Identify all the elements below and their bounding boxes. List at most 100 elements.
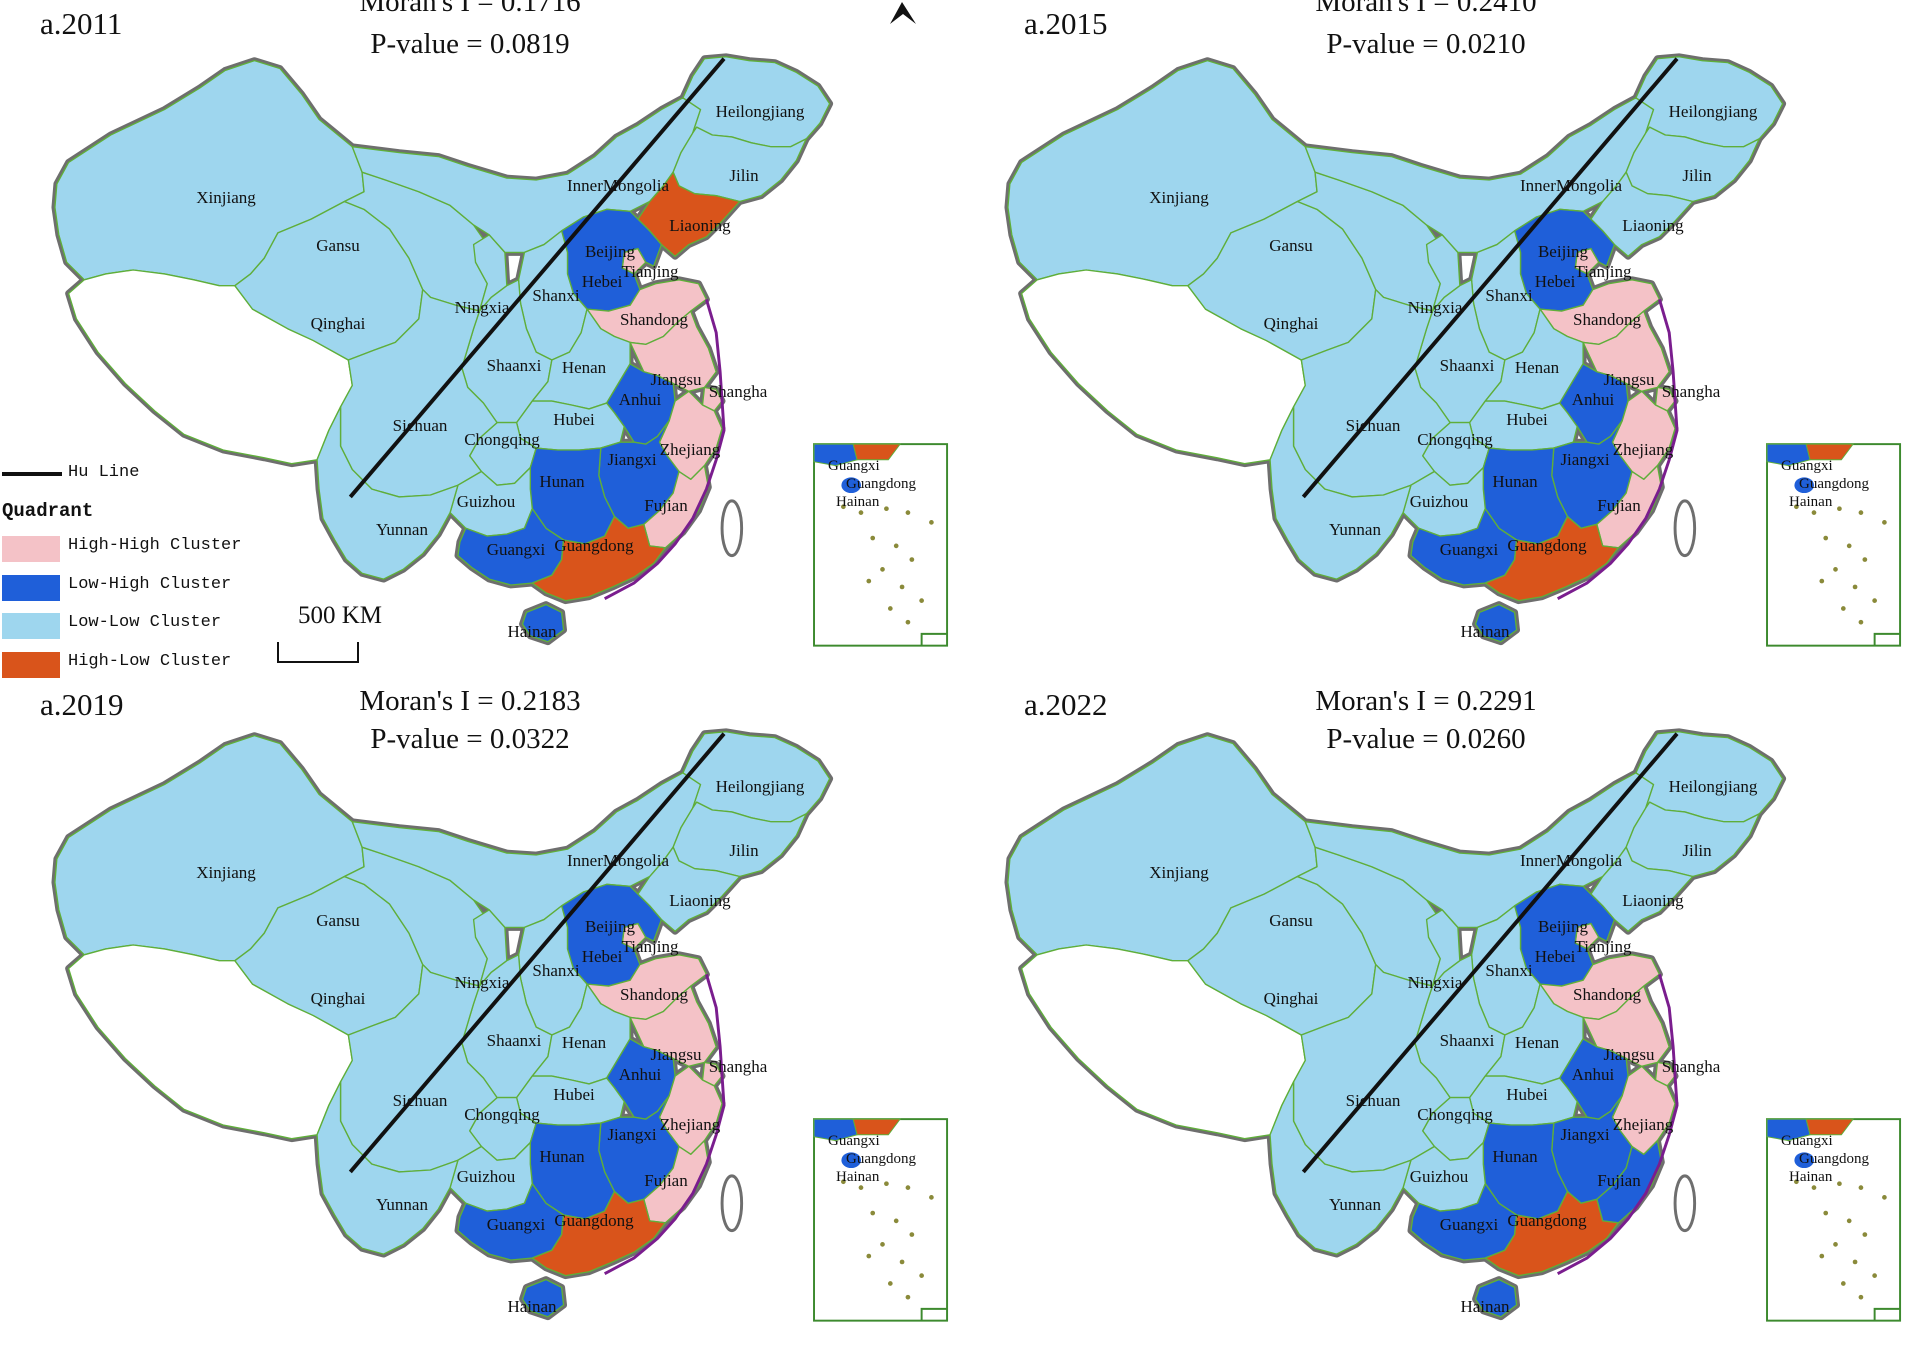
label-hunan: Hunan — [539, 472, 585, 491]
china-map — [51, 53, 949, 647]
label-jilin: Jilin — [729, 841, 759, 860]
label-heilongjiang: Heilongjiang — [1668, 777, 1758, 796]
inset-island — [899, 1259, 905, 1265]
inset-island — [919, 598, 924, 603]
label-hebei: Hebei — [581, 947, 623, 966]
label-hubei: Hubei — [553, 410, 595, 429]
label-shandong: Shandong — [620, 310, 688, 329]
label-chongqing: Chongqing — [464, 1105, 540, 1124]
label-qinghai: Qinghai — [310, 314, 366, 333]
legend-hu-line-label: Hu Line — [68, 463, 140, 482]
label-ningxia: Ningxia — [454, 973, 510, 992]
label-hubei: Hubei — [1506, 1085, 1548, 1104]
label-innermongolia: InnerMongolia — [1520, 851, 1622, 870]
inset-island — [1862, 557, 1868, 562]
north-arrow-icon — [890, 2, 916, 24]
scale-bar — [277, 642, 359, 663]
label-shandong: Shandong — [1573, 985, 1641, 1004]
label-anhui: Anhui — [1571, 390, 1615, 409]
inset-hainan — [1794, 1152, 1814, 1169]
coastline-accent — [603, 298, 726, 600]
province-guangdong — [1484, 515, 1620, 602]
inset-island — [866, 578, 872, 584]
inset-hainan — [1794, 477, 1814, 494]
inset-island — [1823, 1210, 1829, 1216]
inset-island — [909, 1232, 915, 1237]
coastline-accent — [1556, 973, 1679, 1275]
label-gansu: Gansu — [1269, 911, 1313, 930]
panel-title: a.2015 — [1024, 6, 1108, 41]
province-fujian — [1596, 464, 1663, 549]
legend-swatch-high-high — [2, 536, 60, 562]
label-henan: Henan — [1514, 1033, 1560, 1052]
label-ningxia: Ningxia — [454, 298, 510, 317]
label-yunnan: Yunnan — [376, 1195, 428, 1214]
inset-label-guangxi: Guangxi — [828, 458, 880, 474]
inset-island — [893, 1218, 899, 1224]
p-value: P-value = 0.0322 — [370, 723, 570, 755]
label-hubei: Hubei — [553, 1085, 595, 1104]
inset-island — [1811, 1185, 1817, 1190]
province-shanghai — [1654, 386, 1676, 412]
panel-title: a.2011 — [40, 6, 123, 41]
label-yunnan: Yunnan — [1329, 520, 1381, 539]
inset-island — [870, 1210, 876, 1216]
label-jiangsu: Jiangsu — [1603, 370, 1655, 389]
label-fujian: Fujian — [1597, 1171, 1641, 1190]
inset-corner — [1873, 632, 1901, 646]
inset-island — [929, 520, 934, 525]
inset-island — [1819, 1253, 1825, 1259]
label-liaoning: Liaoning — [669, 216, 731, 235]
legend-label-high-low: High-Low Cluster — [68, 652, 232, 671]
label-tianjing: Tianjing — [621, 262, 679, 281]
label-shandong: Shandong — [620, 985, 688, 1004]
morans-i: Moran's I = 0.2183 — [359, 685, 581, 717]
province-guangdong — [1484, 1190, 1620, 1277]
inset-island — [1852, 1259, 1858, 1265]
map-panel-3: Xinjiang Qinghai Gansu InnerMongolia Heilong… — [0, 675, 955, 1350]
label-zhejiang: Zhejiang — [659, 1115, 721, 1134]
p-value: P-value = 0.0260 — [1326, 723, 1526, 755]
inset-guangxi — [813, 443, 858, 467]
taiwan-outline — [1673, 1174, 1697, 1233]
inset-island — [1846, 1218, 1852, 1224]
label-innermongolia: InnerMongolia — [1520, 176, 1622, 195]
inset-island — [1858, 510, 1864, 515]
inset-corner — [920, 632, 948, 646]
inset-island — [1833, 1242, 1838, 1247]
label-guangxi: Guangxi — [1439, 1215, 1499, 1234]
label-anhui: Anhui — [618, 1065, 662, 1084]
label-qinghai: Qinghai — [1263, 314, 1319, 333]
inset-island — [1858, 1185, 1864, 1190]
coastline-accent — [603, 973, 726, 1275]
inset-corner — [1873, 1307, 1901, 1321]
label-gansu: Gansu — [1269, 236, 1313, 255]
province-hainan — [521, 603, 565, 643]
province-shanghai — [1654, 1061, 1676, 1087]
inset-label-hainan: Hainan — [1789, 1169, 1833, 1185]
label-heilongjiang: Heilongjiang — [1668, 102, 1758, 121]
inset-label-guangxi: Guangxi — [1781, 1133, 1833, 1149]
label-shandong: Shandong — [1573, 310, 1641, 329]
inset-island — [884, 506, 889, 512]
label-guangxi: Guangxi — [1439, 540, 1499, 559]
label-fujian: Fujian — [644, 1171, 688, 1190]
p-value: P-value = 0.0210 — [1326, 28, 1526, 60]
inset-guangxi — [813, 1118, 858, 1142]
label-shaanxi: Shaanxi — [1439, 1031, 1495, 1050]
inset-island — [1823, 535, 1829, 541]
label-chongqing: Chongqing — [1417, 430, 1493, 449]
p-value: P-value = 0.0819 — [370, 28, 570, 60]
inset-label-guangdong: Guangdong — [1799, 476, 1869, 492]
inset-island — [905, 510, 911, 515]
label-hainan: Hainan — [507, 622, 557, 641]
taiwan-outline — [720, 1174, 744, 1233]
map-panel-1: Xinjiang Qinghai Gansu InnerMongolia Heilong… — [0, 0, 955, 675]
taiwan-outline — [720, 499, 744, 558]
inset-island — [899, 584, 905, 590]
label-heilongjiang: Heilongjiang — [715, 102, 805, 121]
label-jiangsu: Jiangsu — [650, 1045, 702, 1064]
south-china-sea-inset — [813, 443, 949, 647]
inset-island — [1882, 1195, 1887, 1200]
inset-island — [880, 567, 885, 572]
